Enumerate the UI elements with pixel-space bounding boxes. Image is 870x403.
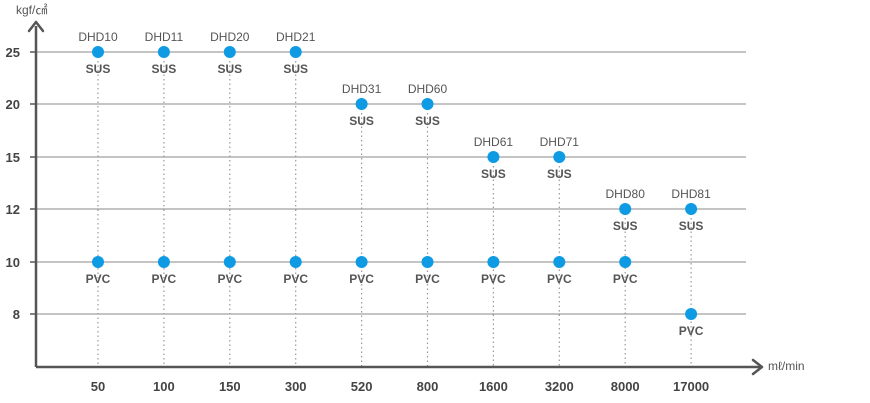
model-label-dhd81: DHD81 [671,187,711,201]
data-point-pvc-300 [289,256,302,268]
x-tick-label-800: 800 [417,379,439,394]
x-tick-label-3200: 3200 [545,379,574,394]
material-label-sus-3200: SUS [547,167,572,181]
material-label-sus-800: SUS [415,114,440,128]
y-tick-label-25: 25 [6,45,20,60]
material-label-sus-100: SUS [152,62,177,76]
material-label-pvc-50: PVC [86,272,111,286]
y-tick-label-12: 12 [6,202,20,217]
x-tick-label-1600: 1600 [479,379,508,394]
material-label-sus-150: SUS [217,62,242,76]
y-axis-arrow [27,20,45,33]
data-point-sus-1600 [487,151,500,163]
material-label-pvc-300: PVC [283,272,308,286]
model-label-dhd31: DHD31 [342,82,382,96]
x-axis-unit: mℓ/min [768,359,805,373]
material-label-pvc-3200: PVC [547,272,572,286]
material-label-pvc-17000: PVC [679,324,704,338]
x-axis-arrow [751,358,764,376]
model-label-dhd21: DHD21 [276,30,316,44]
data-point-pvc-520 [355,256,368,268]
model-label-dhd71: DHD71 [540,135,580,149]
data-point-pvc-800 [421,256,434,268]
material-label-sus-300: SUS [283,62,308,76]
material-label-pvc-1600: PVC [481,272,506,286]
model-label-dhd61: DHD61 [474,135,514,149]
data-point-sus-50 [92,46,104,58]
data-point-sus-8000 [619,203,632,215]
data-marks: DHD10 SUS DHD11 SUS DHD20 SUS DHD21 SUS DHD31 SUS… [78,30,711,338]
material-label-pvc-520: PVC [349,272,374,286]
material-label-sus-17000: SUS [679,219,704,233]
material-label-pvc-150: PVC [217,272,242,286]
x-tick-label-17000: 17000 [673,379,709,394]
model-label-dhd20: DHD20 [210,30,250,44]
y-tick-label-15: 15 [6,150,20,165]
material-label-pvc-8000: PVC [613,272,638,286]
tick-labels: 8 10 12 15 20 25 50 100 150 300 520 800 1600 3200 8000… [6,45,710,394]
material-label-pvc-800: PVC [415,272,440,286]
x-tick-label-520: 520 [351,379,373,394]
y-axis-unit: kgf/㎠ [16,3,47,17]
gridlines [36,51,746,315]
material-label-sus-520: SUS [349,114,374,128]
data-point-pvc-17000 [685,308,698,320]
x-tick-label-150: 150 [219,379,241,394]
y-tick-label-10: 10 [6,255,20,270]
data-point-pvc-150 [223,256,236,268]
data-point-sus-800 [421,98,434,110]
data-point-sus-300 [289,46,302,58]
model-label-dhd11: DHD11 [145,30,184,44]
material-label-sus-8000: SUS [613,219,638,233]
material-label-sus-1600: SUS [481,167,506,181]
data-point-pvc-8000 [619,256,632,268]
y-tick-label-20: 20 [6,97,20,112]
x-tick-label-50: 50 [91,379,105,394]
data-point-sus-150 [223,46,236,58]
material-label-pvc-100: PVC [152,272,177,286]
data-point-sus-520 [355,98,368,110]
data-point-sus-17000 [685,203,698,215]
data-point-pvc-1600 [487,256,500,268]
data-point-sus-100 [157,46,170,58]
model-label-dhd60: DHD60 [408,82,448,96]
data-point-pvc-100 [157,256,170,268]
data-point-sus-3200 [553,151,566,163]
x-tick-label-100: 100 [153,379,175,394]
x-tick-label-300: 300 [285,379,307,394]
y-tick-label-8: 8 [13,307,20,322]
data-point-pvc-3200 [553,256,566,268]
model-label-dhd80: DHD80 [606,187,646,201]
axes: kgf/㎠ mℓ/min [16,3,805,376]
data-point-pvc-50 [92,256,104,268]
x-tick-label-8000: 8000 [611,379,640,394]
model-label-dhd10: DHD10 [78,30,118,44]
material-label-sus-50: SUS [86,62,111,76]
